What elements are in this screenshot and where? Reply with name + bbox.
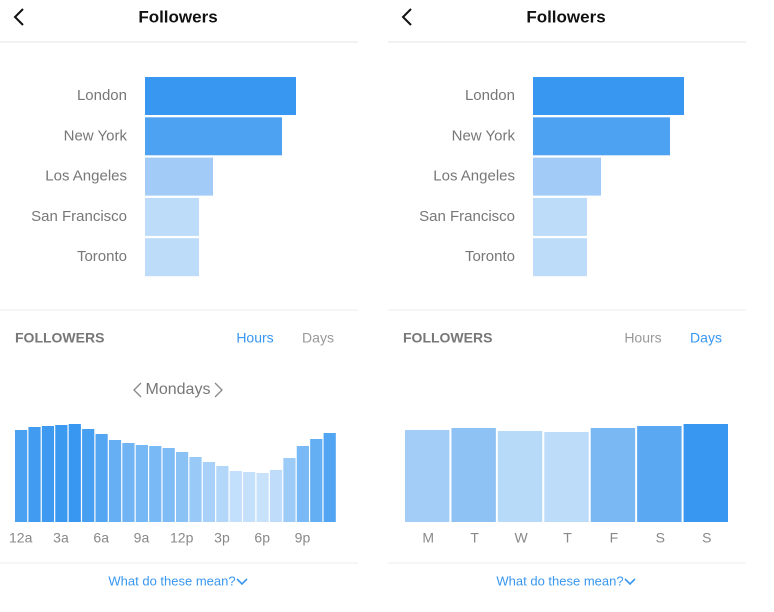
follower-bar <box>283 458 296 522</box>
location-bar <box>145 238 199 277</box>
header-title: Followers <box>526 7 605 26</box>
location-bar <box>533 238 587 277</box>
tab[interactable]: Hours <box>236 330 273 346</box>
location-bar <box>533 77 684 115</box>
follower-bar <box>216 466 229 522</box>
location-bar <box>145 77 296 115</box>
phone-panel: Followers London New York Los Angeles San Fr… <box>0 7 358 588</box>
location-label: Los Angeles <box>45 168 127 185</box>
location-bar <box>533 157 601 196</box>
follower-bar <box>405 430 450 522</box>
prev-arrow[interactable] <box>133 382 142 398</box>
follower-bar <box>637 426 682 522</box>
follower-bar <box>497 431 543 522</box>
follower-bar <box>296 446 309 522</box>
follower-bar <box>15 430 28 522</box>
location-label: New York <box>452 127 516 144</box>
help-chevron[interactable] <box>624 578 636 586</box>
follower-bar <box>189 457 202 522</box>
location-label: Toronto <box>465 248 515 265</box>
x-tick-label: 9a <box>134 530 150 546</box>
location-bar <box>533 117 670 156</box>
follower-bar <box>162 448 175 522</box>
follower-bar <box>176 452 189 522</box>
back-button[interactable] <box>13 8 24 26</box>
x-tick-label: 12p <box>170 530 194 546</box>
location-bar <box>145 197 199 236</box>
tab[interactable]: Days <box>302 330 334 346</box>
location-label: Los Angeles <box>433 168 515 185</box>
x-tick-label: 3a <box>53 530 69 546</box>
phone-panel: Followers London New York Los Angeles San Fr… <box>388 7 746 588</box>
x-tick-label: 6p <box>254 530 270 546</box>
follower-bar <box>256 473 269 522</box>
x-tick-label: W <box>514 530 528 546</box>
follower-bar <box>41 426 55 522</box>
follower-bar <box>323 433 336 522</box>
follower-bar <box>149 446 162 522</box>
follower-bar <box>544 432 589 522</box>
x-tick-label: 9p <box>295 530 311 546</box>
help-link[interactable]: What do these mean? <box>108 573 235 588</box>
location-label: New York <box>64 127 128 144</box>
follower-bar <box>229 471 242 522</box>
follower-bar <box>82 429 95 522</box>
follower-bar <box>135 445 148 522</box>
follower-bar <box>451 428 496 522</box>
next-arrow[interactable] <box>214 382 223 398</box>
location-bar <box>145 117 282 156</box>
x-tick-label: S <box>702 530 711 546</box>
x-tick-label: 3p <box>214 530 230 546</box>
location-label: San Francisco <box>419 208 515 225</box>
tab[interactable]: Days <box>690 330 722 346</box>
help-chevron[interactable] <box>236 578 248 586</box>
location-bar <box>533 197 587 236</box>
x-tick-label: T <box>470 530 479 546</box>
follower-bar <box>28 427 41 522</box>
header-title: Followers <box>138 7 217 26</box>
location-label: Toronto <box>77 248 127 265</box>
follower-bar <box>95 434 108 522</box>
section-title: FOLLOWERS <box>403 330 492 346</box>
location-label: San Francisco <box>31 208 127 225</box>
location-label: London <box>465 87 515 104</box>
follower-bar <box>590 428 636 522</box>
x-tick-label: S <box>656 530 665 546</box>
follower-bar <box>243 472 256 522</box>
follower-bar <box>683 424 728 522</box>
follower-bar <box>269 470 283 522</box>
location-label: London <box>77 87 127 104</box>
follower-bar <box>55 425 68 522</box>
subtitle: Mondays <box>146 381 211 398</box>
x-tick-label: 12a <box>9 530 33 546</box>
x-tick-label: F <box>610 530 619 546</box>
follower-bar <box>68 424 81 522</box>
help-link[interactable]: What do these mean? <box>496 573 623 588</box>
tab[interactable]: Hours <box>624 330 661 346</box>
follower-bar <box>122 443 135 522</box>
x-tick-label: 6a <box>93 530 109 546</box>
x-tick-label: T <box>563 530 572 546</box>
back-button[interactable] <box>401 8 412 26</box>
location-bar <box>145 157 213 196</box>
follower-bar <box>108 440 122 522</box>
section-title: FOLLOWERS <box>15 330 104 346</box>
x-tick-label: M <box>422 530 434 546</box>
follower-bar <box>202 462 216 522</box>
follower-bar <box>310 439 323 522</box>
